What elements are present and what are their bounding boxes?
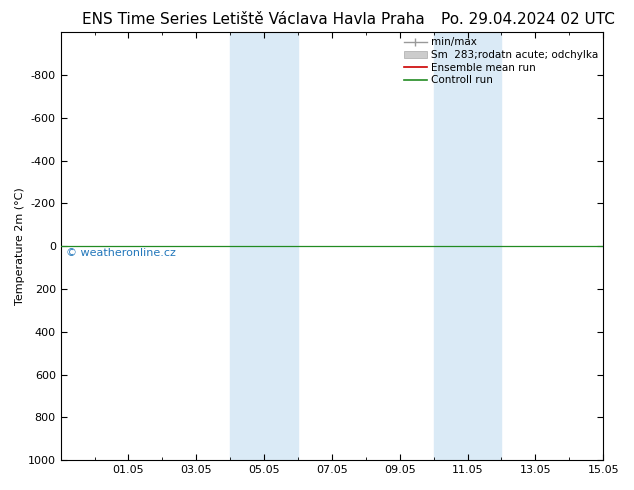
Text: Po. 29.04.2024 02 UTC: Po. 29.04.2024 02 UTC bbox=[441, 12, 614, 27]
Y-axis label: Temperature 2m (°C): Temperature 2m (°C) bbox=[15, 187, 25, 305]
Bar bbox=[434, 32, 501, 460]
Legend: min/max, Sm  283;rodatn acute; odchylka, Ensemble mean run, Controll run: min/max, Sm 283;rodatn acute; odchylka, … bbox=[401, 35, 600, 87]
Text: ENS Time Series Letiště Václava Havla Praha: ENS Time Series Letiště Václava Havla Pr… bbox=[82, 12, 425, 27]
Bar bbox=[230, 32, 298, 460]
Text: © weatheronline.cz: © weatheronline.cz bbox=[66, 248, 176, 258]
